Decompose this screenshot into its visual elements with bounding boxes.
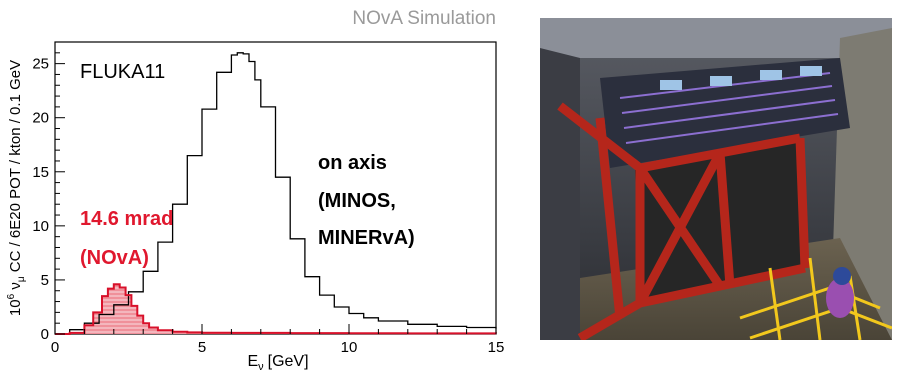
y-label-nu: ν: [7, 282, 24, 294]
x-tick-label: 5: [198, 339, 206, 356]
x-axis-label-main: E: [247, 353, 258, 370]
y-tick-label: 15: [32, 164, 49, 181]
y-label-exp: 6: [6, 293, 17, 299]
axis-layer: 0 5 10 15 0 5 10 15 20 25: [32, 41, 505, 356]
x-axis-label: Eν [GeV]: [247, 353, 308, 373]
x-axis-label-unit: [GeV]: [268, 353, 309, 370]
neutrino-flux-chart: NOvA Simulation 0 5 10 15 0 5 10 15 20 25 FLUKA11…: [6, 8, 505, 373]
x-axis-label-sub: ν: [258, 361, 264, 373]
chart-canvas: NOvA Simulation 0 5 10 15 0 5 10 15 20 25 FLUKA11…: [6, 8, 505, 373]
photo-person: [826, 278, 854, 318]
y-tick-label: 10: [32, 218, 49, 235]
y-label-base: 10: [7, 299, 24, 316]
y-axis-label: 106 νμ CC / 6E20 POT / kton / 0.1 GeV: [6, 60, 27, 316]
annotation-off-axis-line1: 14.6 mrad: [80, 208, 173, 230]
x-tick-label: 0: [51, 339, 59, 356]
y-tick-label: 25: [32, 56, 49, 73]
x-tick-label: 15: [488, 339, 505, 356]
y-tick-label: 5: [41, 272, 49, 289]
annotation-on-axis-line1: on axis: [318, 152, 387, 174]
photo-electronics: [660, 66, 822, 90]
photo-detector-face: [635, 138, 805, 303]
series-off-axis-fill: [55, 284, 496, 334]
photo-illustration: [540, 18, 893, 342]
photo-floor: [580, 238, 892, 340]
y-tick-label: 20: [32, 110, 49, 127]
series-on-axis-line: [55, 52, 497, 335]
photo-left-wall: [540, 48, 580, 340]
photo-ceiling-light: [540, 18, 892, 58]
photo-person-helmet: [833, 267, 851, 285]
figure-tag: NOvA Simulation: [352, 8, 496, 29]
y-label-rest: CC / 6E20 POT / kton / 0.1 GeV: [7, 60, 24, 277]
detector-photo: [540, 18, 893, 342]
y-tick-label: 0: [41, 326, 49, 343]
series-off-axis-hatch: [55, 285, 496, 334]
x-tick-label: 10: [341, 339, 358, 356]
histogram-layer: [55, 52, 497, 335]
y-label-mu: μ: [16, 276, 27, 282]
annotation-on-axis-line3: MINERvA): [318, 227, 415, 249]
photo-red-frame: [557, 102, 810, 342]
annotation-model: FLUKA11: [80, 61, 165, 83]
annotation-on-axis-line2: (MINOS,: [318, 190, 396, 212]
annotation-off-axis-line2: (NOvA): [80, 247, 149, 269]
